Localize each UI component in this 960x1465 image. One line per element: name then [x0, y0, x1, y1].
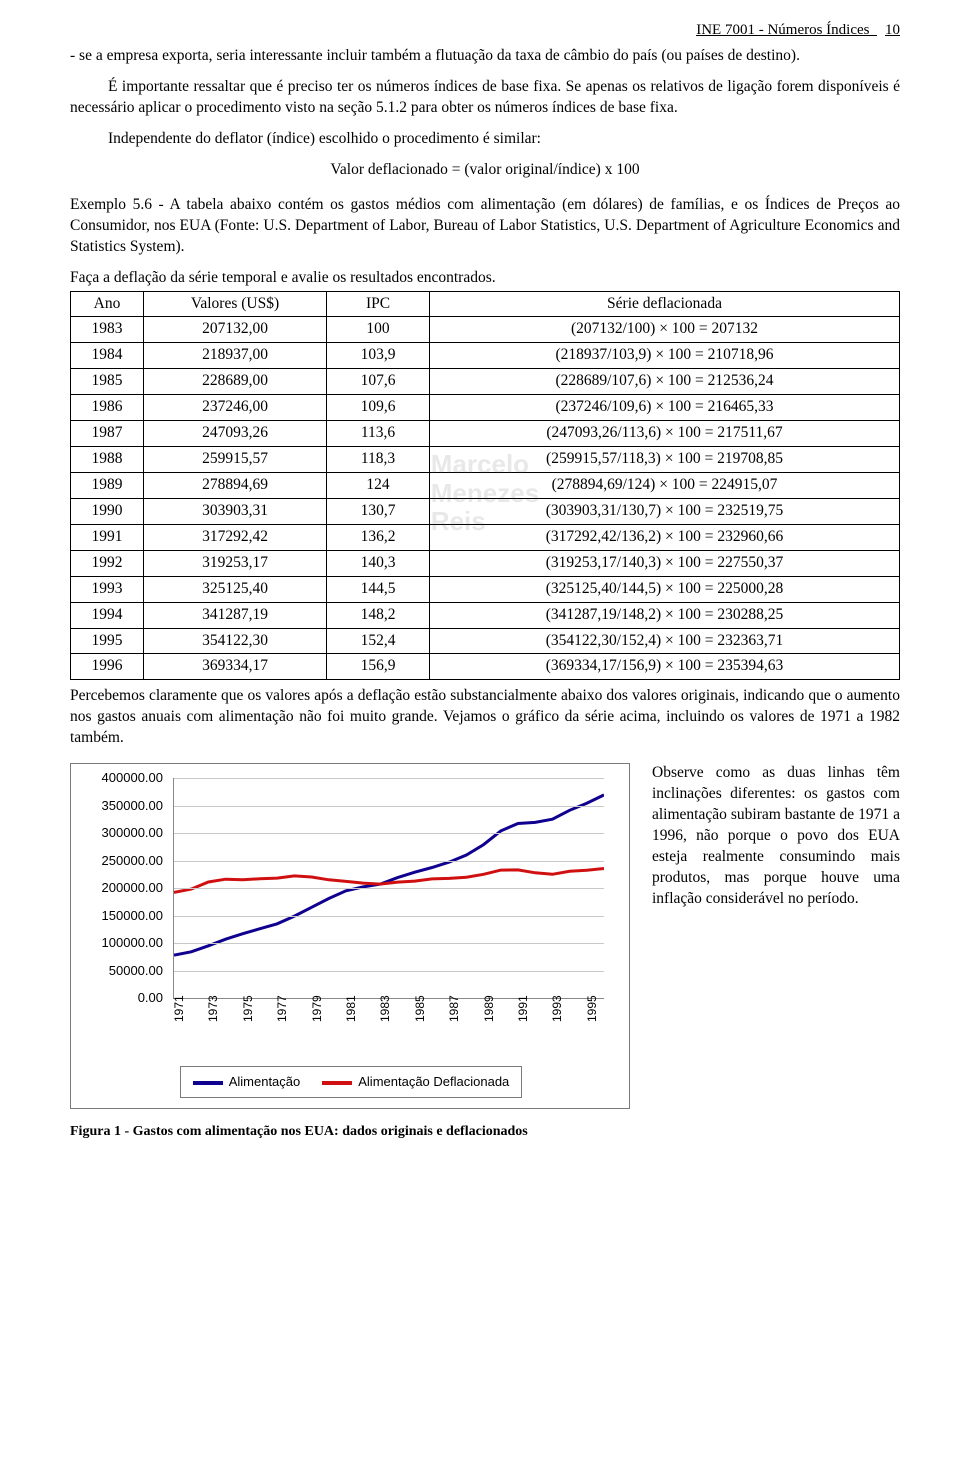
table-cell: (303903,31/130,7) × 100 = 232519,75 [430, 498, 900, 524]
figure-caption: Figura 1 - Gastos com alimentação nos EU… [70, 1123, 900, 1142]
table-cell: 247093,26 [144, 421, 327, 447]
table-cell: 319253,17 [144, 550, 327, 576]
table-cell: 136,2 [327, 524, 430, 550]
table-cell: 325125,40 [144, 576, 327, 602]
table-row: 1984218937,00103,9(218937/103,9) × 100 =… [71, 343, 900, 369]
table-cell: 100 [327, 317, 430, 343]
table-cell: 140,3 [327, 550, 430, 576]
chart-plot-area [173, 778, 604, 999]
chart-side-text: Observe como as duas linhas têm inclinaç… [652, 763, 900, 909]
table-cell: 1993 [71, 576, 144, 602]
table-header-cell: Série deflacionada [430, 291, 900, 317]
table-cell: 144,5 [327, 576, 430, 602]
table-cell: 1984 [71, 343, 144, 369]
table-header-cell: IPC [327, 291, 430, 317]
table-cell: (228689/107,6) × 100 = 212536,24 [430, 369, 900, 395]
table-row: 1986237246,00109,6(237246/109,6) × 100 =… [71, 395, 900, 421]
table-row: 1989278894,69124(278894,69/124) × 100 = … [71, 473, 900, 499]
table-cell: 278894,69 [144, 473, 327, 499]
para-1: - se a empresa exporta, seria interessan… [70, 46, 900, 67]
table-row: 1985228689,00107,6(228689/107,6) × 100 =… [71, 369, 900, 395]
table-cell: (354122,30/152,4) × 100 = 232363,71 [430, 628, 900, 654]
table-cell: (207132/100) × 100 = 207132 [430, 317, 900, 343]
table-cell: (325125,40/144,5) × 100 = 225000,28 [430, 576, 900, 602]
chart-x-axis: 1971197319751977197919811983198519871989… [173, 1002, 603, 1042]
table-cell: 118,3 [327, 447, 430, 473]
table-cell: (319253,17/140,3) × 100 = 227550,37 [430, 550, 900, 576]
table-cell: 152,4 [327, 628, 430, 654]
chart-y-axis: 0.0050000.00100000.00150000.00200000.002… [83, 778, 169, 998]
table-cell: 1992 [71, 550, 144, 576]
table-cell: (278894,69/124) × 100 = 224915,07 [430, 473, 900, 499]
table-cell: 1987 [71, 421, 144, 447]
table-row: 1988259915,57118,3(259915,57/118,3) × 10… [71, 447, 900, 473]
table-cell: (341287,19/148,2) × 100 = 230288,25 [430, 602, 900, 628]
table-cell: 107,6 [327, 369, 430, 395]
table-cell: 1995 [71, 628, 144, 654]
table-cell: (317292,42/136,2) × 100 = 232960,66 [430, 524, 900, 550]
para-3: Independente do deflator (índice) escolh… [70, 129, 900, 150]
table-row: 1990303903,31130,7(303903,31/130,7) × 10… [71, 498, 900, 524]
table-header-cell: Ano [71, 291, 144, 317]
table-cell: (369334,17/156,9) × 100 = 235394,63 [430, 654, 900, 680]
header-title: INE 7001 - Números Índices 10 [696, 20, 900, 40]
table-cell: 124 [327, 473, 430, 499]
table-cell: (259915,57/118,3) × 100 = 219708,85 [430, 447, 900, 473]
table-row: 1992319253,17140,3(319253,17/140,3) × 10… [71, 550, 900, 576]
table-row: 1987247093,26113,6(247093,26/113,6) × 10… [71, 421, 900, 447]
table-cell: 156,9 [327, 654, 430, 680]
table-row: 1993325125,40144,5(325125,40/144,5) × 10… [71, 576, 900, 602]
table-cell: 1996 [71, 654, 144, 680]
table-cell: 1994 [71, 602, 144, 628]
table-cell: 103,9 [327, 343, 430, 369]
table-cell: 237246,00 [144, 395, 327, 421]
table-cell: 218937,00 [144, 343, 327, 369]
table-row: 1983207132,00100(207132/100) × 100 = 207… [71, 317, 900, 343]
table-row: 1994341287,19148,2(341287,19/148,2) × 10… [71, 602, 900, 628]
table-cell: (247093,26/113,6) × 100 = 217511,67 [430, 421, 900, 447]
table-cell: (218937/103,9) × 100 = 210718,96 [430, 343, 900, 369]
table-cell: 317292,42 [144, 524, 327, 550]
chart-legend: Alimentação Alimentação Deflacionada [180, 1066, 523, 1098]
table-row: 1996369334,17156,9(369334,17/156,9) × 10… [71, 654, 900, 680]
table-cell: 1985 [71, 369, 144, 395]
table-header-cell: Valores (US$) [144, 291, 327, 317]
table-cell: 228689,00 [144, 369, 327, 395]
para-4: Exemplo 5.6 - A tabela abaixo contém os … [70, 195, 900, 258]
table-cell: 130,7 [327, 498, 430, 524]
table-cell: 1988 [71, 447, 144, 473]
table-row: 1991317292,42136,2(317292,42/136,2) × 10… [71, 524, 900, 550]
table-cell: 109,6 [327, 395, 430, 421]
table-cell: 354122,30 [144, 628, 327, 654]
table-cell: 259915,57 [144, 447, 327, 473]
para-2: É importante ressaltar que é preciso ter… [70, 77, 900, 119]
legend-item: Alimentação [193, 1073, 301, 1091]
table-cell: 1991 [71, 524, 144, 550]
table-row: 1995354122,30152,4(354122,30/152,4) × 10… [71, 628, 900, 654]
legend-item: Alimentação Deflacionada [322, 1073, 509, 1091]
table-cell: 303903,31 [144, 498, 327, 524]
table-cell: 148,2 [327, 602, 430, 628]
formula: Valor deflacionado = (valor original/índ… [70, 160, 900, 181]
table-cell: 207132,00 [144, 317, 327, 343]
table-cell: 1986 [71, 395, 144, 421]
table-cell: 369334,17 [144, 654, 327, 680]
table-cell: 1990 [71, 498, 144, 524]
para-5: Faça a deflação da série temporal e aval… [70, 268, 900, 289]
table-cell: 1989 [71, 473, 144, 499]
table-cell: 1983 [71, 317, 144, 343]
table-cell: (237246/109,6) × 100 = 216465,33 [430, 395, 900, 421]
line-chart: 0.0050000.00100000.00150000.00200000.002… [70, 763, 630, 1109]
table-cell: 341287,19 [144, 602, 327, 628]
para-6: Percebemos claramente que os valores apó… [70, 686, 900, 749]
table-cell: 113,6 [327, 421, 430, 447]
deflation-table: AnoValores (US$)IPCSérie deflacionada 19… [70, 291, 900, 681]
